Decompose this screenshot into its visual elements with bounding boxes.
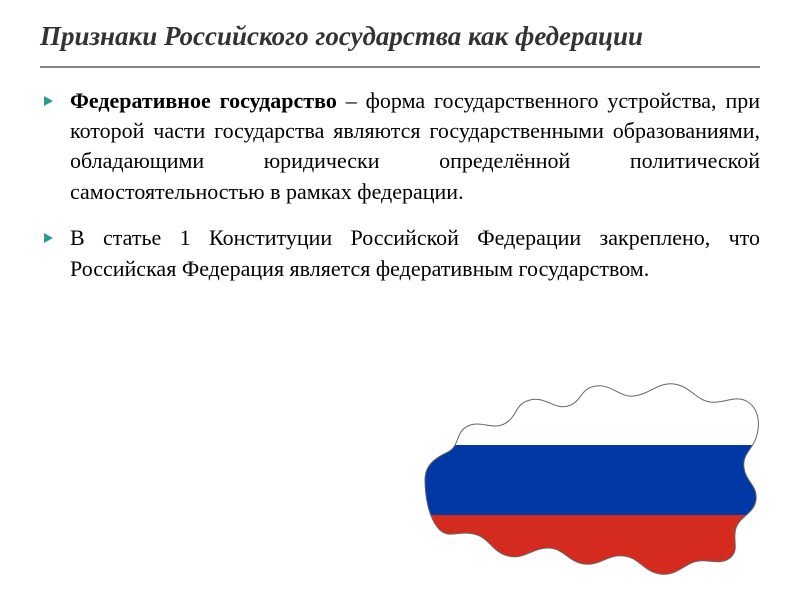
content-area: Федеративное государство – форма государ… <box>40 86 760 284</box>
slide-container: Признаки Российского государства как фед… <box>0 0 800 600</box>
flag-stripe-white <box>410 370 770 445</box>
slide-title: Признаки Российского государства как фед… <box>40 20 760 68</box>
bullet-1: Федеративное государство – форма государ… <box>70 86 760 207</box>
map-svg <box>410 370 770 580</box>
bullet-1-bold: Федеративное государство <box>70 88 337 113</box>
flag-stripe-blue <box>410 445 770 515</box>
bullet-2-text: В статье 1 Конституции Российской Федера… <box>70 225 760 280</box>
flag-stripe-red <box>410 515 770 580</box>
russia-map-flag <box>410 370 770 580</box>
bullet-2: В статье 1 Конституции Российской Федера… <box>70 223 760 284</box>
